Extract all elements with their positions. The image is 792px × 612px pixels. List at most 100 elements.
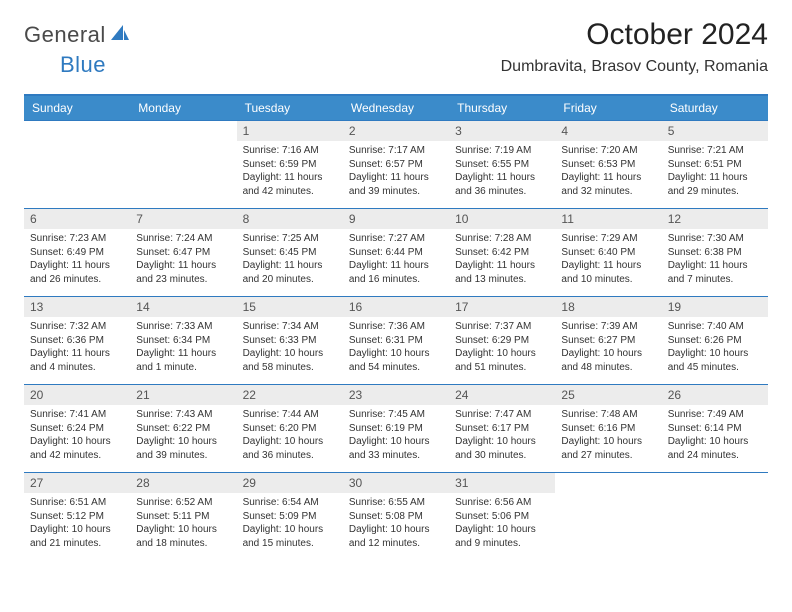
day-number: 7 <box>130 209 236 229</box>
calendar-cell: 9Sunrise: 7:27 AMSunset: 6:44 PMDaylight… <box>343 209 449 297</box>
day-number: 5 <box>662 121 768 141</box>
daylight-text: Daylight: 10 hours and 33 minutes. <box>349 435 443 462</box>
day-body: Sunrise: 7:40 AMSunset: 6:26 PMDaylight:… <box>662 317 768 378</box>
daylight-text: Daylight: 10 hours and 30 minutes. <box>455 435 549 462</box>
day-body: Sunrise: 6:52 AMSunset: 5:11 PMDaylight:… <box>130 493 236 554</box>
sunrise-text: Sunrise: 7:32 AM <box>30 320 124 334</box>
calendar-week-row: 13Sunrise: 7:32 AMSunset: 6:36 PMDayligh… <box>24 297 768 385</box>
calendar-cell: 15Sunrise: 7:34 AMSunset: 6:33 PMDayligh… <box>237 297 343 385</box>
daylight-text: Daylight: 10 hours and 24 minutes. <box>668 435 762 462</box>
daylight-text: Daylight: 11 hours and 36 minutes. <box>455 171 549 198</box>
day-body: Sunrise: 7:20 AMSunset: 6:53 PMDaylight:… <box>555 141 661 202</box>
sunrise-text: Sunrise: 7:39 AM <box>561 320 655 334</box>
sunrise-text: Sunrise: 7:30 AM <box>668 232 762 246</box>
sunrise-text: Sunrise: 7:43 AM <box>136 408 230 422</box>
sunset-text: Sunset: 5:09 PM <box>243 510 337 524</box>
sunset-text: Sunset: 6:44 PM <box>349 246 443 260</box>
sunrise-text: Sunrise: 7:45 AM <box>349 408 443 422</box>
day-body: Sunrise: 6:56 AMSunset: 5:06 PMDaylight:… <box>449 493 555 554</box>
calendar-cell: 3Sunrise: 7:19 AMSunset: 6:55 PMDaylight… <box>449 121 555 209</box>
day-number: 9 <box>343 209 449 229</box>
sunset-text: Sunset: 6:45 PM <box>243 246 337 260</box>
day-number: 26 <box>662 385 768 405</box>
calendar-cell: 22Sunrise: 7:44 AMSunset: 6:20 PMDayligh… <box>237 385 343 473</box>
calendar-cell: 14Sunrise: 7:33 AMSunset: 6:34 PMDayligh… <box>130 297 236 385</box>
sunset-text: Sunset: 6:20 PM <box>243 422 337 436</box>
day-number: 11 <box>555 209 661 229</box>
calendar-cell: 26Sunrise: 7:49 AMSunset: 6:14 PMDayligh… <box>662 385 768 473</box>
day-number: 22 <box>237 385 343 405</box>
daylight-text: Daylight: 11 hours and 13 minutes. <box>455 259 549 286</box>
daylight-text: Daylight: 11 hours and 4 minutes. <box>30 347 124 374</box>
sunrise-text: Sunrise: 7:20 AM <box>561 144 655 158</box>
day-number: 23 <box>343 385 449 405</box>
day-number: 6 <box>24 209 130 229</box>
day-body: Sunrise: 6:55 AMSunset: 5:08 PMDaylight:… <box>343 493 449 554</box>
daylight-text: Daylight: 10 hours and 12 minutes. <box>349 523 443 550</box>
day-number: 20 <box>24 385 130 405</box>
day-header: Wednesday <box>343 96 449 121</box>
sunset-text: Sunset: 6:27 PM <box>561 334 655 348</box>
daylight-text: Daylight: 11 hours and 20 minutes. <box>243 259 337 286</box>
calendar-cell: 17Sunrise: 7:37 AMSunset: 6:29 PMDayligh… <box>449 297 555 385</box>
calendar-cell: 25Sunrise: 7:48 AMSunset: 6:16 PMDayligh… <box>555 385 661 473</box>
daylight-text: Daylight: 10 hours and 48 minutes. <box>561 347 655 374</box>
calendar-cell: 27Sunrise: 6:51 AMSunset: 5:12 PMDayligh… <box>24 473 130 561</box>
daylight-text: Daylight: 11 hours and 1 minute. <box>136 347 230 374</box>
day-header: Thursday <box>449 96 555 121</box>
calendar-week-row: 1Sunrise: 7:16 AMSunset: 6:59 PMDaylight… <box>24 121 768 209</box>
calendar-cell: 24Sunrise: 7:47 AMSunset: 6:17 PMDayligh… <box>449 385 555 473</box>
sunset-text: Sunset: 5:08 PM <box>349 510 443 524</box>
sunset-text: Sunset: 6:29 PM <box>455 334 549 348</box>
day-body: Sunrise: 7:39 AMSunset: 6:27 PMDaylight:… <box>555 317 661 378</box>
day-header: Tuesday <box>237 96 343 121</box>
sunrise-text: Sunrise: 6:51 AM <box>30 496 124 510</box>
sunset-text: Sunset: 6:53 PM <box>561 158 655 172</box>
logo: General <box>24 22 132 48</box>
daylight-text: Daylight: 10 hours and 51 minutes. <box>455 347 549 374</box>
sunset-text: Sunset: 6:59 PM <box>243 158 337 172</box>
calendar-cell: 31Sunrise: 6:56 AMSunset: 5:06 PMDayligh… <box>449 473 555 561</box>
day-number: 1 <box>237 121 343 141</box>
calendar-cell: 6Sunrise: 7:23 AMSunset: 6:49 PMDaylight… <box>24 209 130 297</box>
day-body: Sunrise: 7:49 AMSunset: 6:14 PMDaylight:… <box>662 405 768 466</box>
calendar-cell: 10Sunrise: 7:28 AMSunset: 6:42 PMDayligh… <box>449 209 555 297</box>
sunset-text: Sunset: 6:22 PM <box>136 422 230 436</box>
day-header-row: Sunday Monday Tuesday Wednesday Thursday… <box>24 96 768 121</box>
sunrise-text: Sunrise: 7:37 AM <box>455 320 549 334</box>
day-body: Sunrise: 7:17 AMSunset: 6:57 PMDaylight:… <box>343 141 449 202</box>
sunrise-text: Sunrise: 7:34 AM <box>243 320 337 334</box>
sunset-text: Sunset: 6:24 PM <box>30 422 124 436</box>
daylight-text: Daylight: 11 hours and 10 minutes. <box>561 259 655 286</box>
sunset-text: Sunset: 6:42 PM <box>455 246 549 260</box>
day-number: 4 <box>555 121 661 141</box>
day-body: Sunrise: 7:45 AMSunset: 6:19 PMDaylight:… <box>343 405 449 466</box>
sunrise-text: Sunrise: 7:49 AM <box>668 408 762 422</box>
daylight-text: Daylight: 11 hours and 16 minutes. <box>349 259 443 286</box>
sunrise-text: Sunrise: 7:28 AM <box>455 232 549 246</box>
calendar-cell <box>662 473 768 561</box>
daylight-text: Daylight: 10 hours and 9 minutes. <box>455 523 549 550</box>
calendar-cell: 19Sunrise: 7:40 AMSunset: 6:26 PMDayligh… <box>662 297 768 385</box>
calendar-cell <box>130 121 236 209</box>
daylight-text: Daylight: 10 hours and 54 minutes. <box>349 347 443 374</box>
day-body: Sunrise: 7:34 AMSunset: 6:33 PMDaylight:… <box>237 317 343 378</box>
sunset-text: Sunset: 6:14 PM <box>668 422 762 436</box>
sunset-text: Sunset: 6:16 PM <box>561 422 655 436</box>
sunrise-text: Sunrise: 7:17 AM <box>349 144 443 158</box>
calendar-cell: 30Sunrise: 6:55 AMSunset: 5:08 PMDayligh… <box>343 473 449 561</box>
day-body: Sunrise: 7:19 AMSunset: 6:55 PMDaylight:… <box>449 141 555 202</box>
sunset-text: Sunset: 6:57 PM <box>349 158 443 172</box>
sunset-text: Sunset: 5:12 PM <box>30 510 124 524</box>
sunrise-text: Sunrise: 7:41 AM <box>30 408 124 422</box>
calendar-table: Sunday Monday Tuesday Wednesday Thursday… <box>24 96 768 561</box>
sunset-text: Sunset: 6:47 PM <box>136 246 230 260</box>
daylight-text: Daylight: 11 hours and 42 minutes. <box>243 171 337 198</box>
sunset-text: Sunset: 6:51 PM <box>668 158 762 172</box>
sunrise-text: Sunrise: 7:48 AM <box>561 408 655 422</box>
sunrise-text: Sunrise: 7:23 AM <box>30 232 124 246</box>
day-number: 8 <box>237 209 343 229</box>
day-number: 21 <box>130 385 236 405</box>
daylight-text: Daylight: 10 hours and 42 minutes. <box>30 435 124 462</box>
day-body: Sunrise: 7:27 AMSunset: 6:44 PMDaylight:… <box>343 229 449 290</box>
